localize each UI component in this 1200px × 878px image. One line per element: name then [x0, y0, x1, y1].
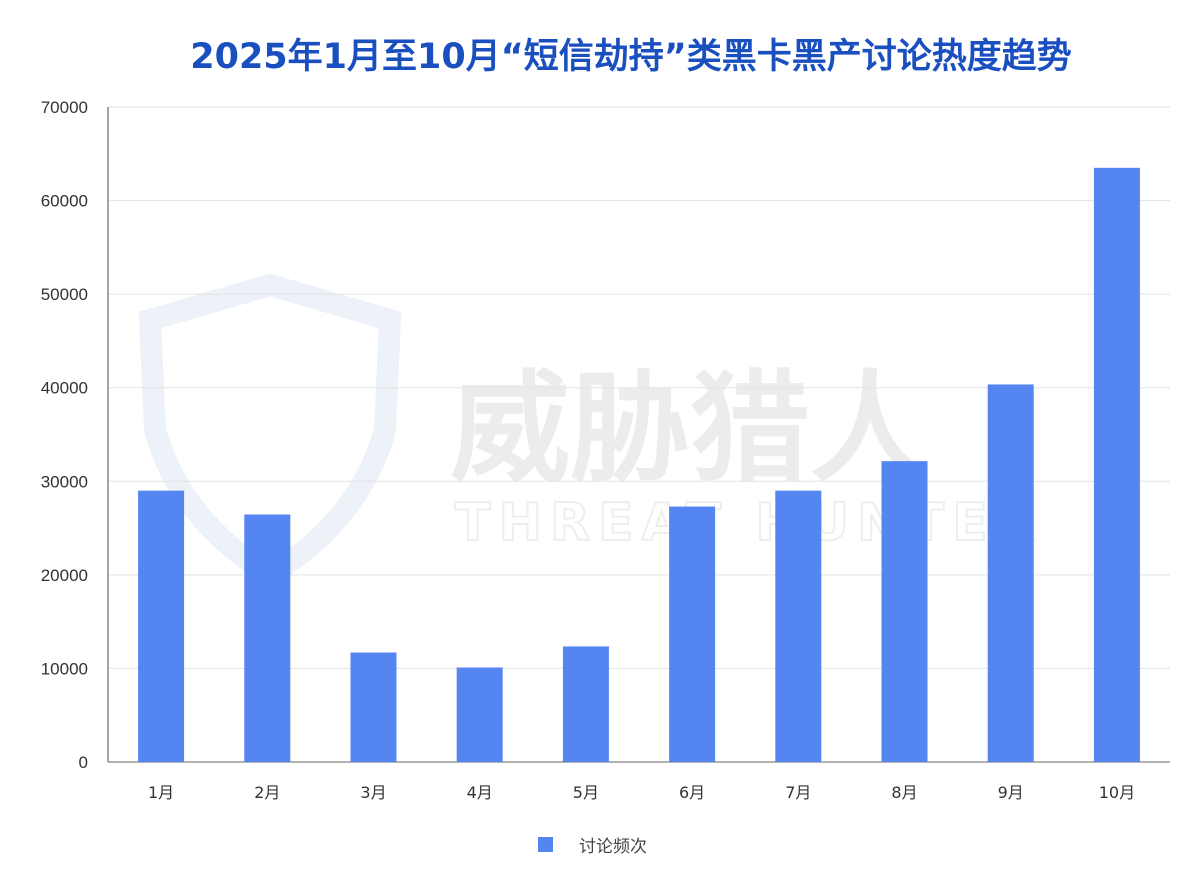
bar-7月[interactable]	[775, 490, 822, 762]
x-tick-label: 5月	[573, 783, 599, 802]
y-tick-label: 10000	[41, 659, 88, 678]
watermark-en: THREAT HUNTER	[455, 493, 1044, 553]
y-tick-label: 20000	[41, 566, 88, 585]
y-tick-label: 60000	[41, 192, 88, 211]
bar-5月[interactable]	[562, 646, 609, 762]
bar-2月[interactable]	[244, 514, 291, 762]
bar-4月[interactable]	[456, 667, 503, 762]
x-tick-label: 4月	[467, 783, 493, 802]
legend[interactable]: 讨论频次	[538, 832, 647, 857]
y-tick-label: 30000	[41, 472, 88, 491]
y-tick-label: 0	[79, 753, 88, 772]
x-tick-label: 8月	[891, 783, 917, 802]
bar-10月[interactable]	[1093, 167, 1140, 763]
x-tick-label: 7月	[785, 783, 811, 802]
watermark-cn: 威胁猎人	[450, 360, 930, 499]
y-tick-label: 40000	[41, 379, 88, 398]
x-tick-label: 6月	[679, 783, 705, 802]
x-tick-label: 3月	[360, 783, 386, 802]
bar-1月[interactable]	[138, 490, 185, 762]
bar-3月[interactable]	[350, 652, 397, 762]
bar-9月[interactable]	[987, 384, 1034, 762]
x-tick-label: 10月	[1099, 783, 1135, 802]
watermark-logo: 威胁猎人 THREAT HUNTER	[138, 273, 1044, 588]
chart-title: 2025年1月至10月“短信劫持”类黑卡黑产讨论热度趋势	[190, 37, 1072, 77]
legend-swatch	[538, 837, 553, 852]
x-tick-label: 9月	[998, 783, 1024, 802]
bar-8月[interactable]	[881, 461, 928, 762]
x-tick-label: 2月	[254, 783, 280, 802]
x-tick-label: 1月	[148, 783, 174, 802]
y-tick-label: 50000	[41, 285, 88, 304]
y-tick-label: 70000	[41, 98, 88, 117]
legend-label: 讨论频次	[579, 837, 647, 857]
bar-6月[interactable]	[669, 506, 716, 762]
